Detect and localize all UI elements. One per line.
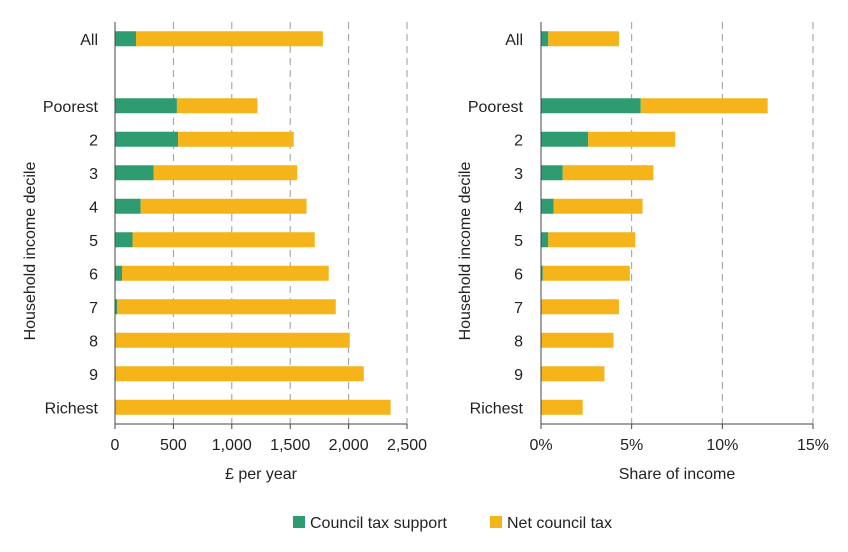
bar-council-tax-support [115,31,137,47]
x-tick-label: 0% [529,437,552,454]
bar-net-council-tax [548,31,619,47]
bar-net-council-tax [136,31,323,47]
bar-council-tax-support [115,198,141,214]
bar-council-tax-support [541,198,554,214]
x-axis-title: Share of income [619,466,736,483]
category-label: 2 [514,132,523,149]
y-axis-title: Household income decile [457,162,474,341]
bar-net-council-tax [588,131,676,147]
bar-council-tax-support [541,98,641,114]
bar-net-council-tax [640,98,768,114]
legend-swatch-net [490,516,502,528]
x-tick-label: 15% [797,437,829,454]
bar-net-council-tax [178,131,294,147]
category-label: 9 [514,367,523,384]
legend-label-net: Net council tax [507,515,612,532]
bar-council-tax-support [115,165,154,181]
x-tick-label: 2,000 [329,437,369,454]
category-label: 6 [514,266,523,283]
bar-council-tax-support [541,31,549,47]
category-label: All [505,32,523,49]
category-label: Richest [470,400,524,417]
bar-council-tax-support [115,299,118,315]
category-label: 4 [89,199,98,216]
x-tick-label: 5% [620,437,643,454]
category-label: All [80,32,98,49]
x-tick-label: 2,500 [387,437,427,454]
bar-net-council-tax [562,165,654,181]
category-label: Richest [45,400,99,417]
x-axis-title: £ per year [225,466,298,483]
category-label: 5 [514,233,523,250]
x-tick-label: 1,500 [270,437,310,454]
bar-council-tax-support [115,98,177,114]
bar-net-council-tax [140,198,307,214]
bar-net-council-tax [541,299,619,315]
category-label: 9 [89,367,98,384]
bar-council-tax-support [541,131,589,147]
category-label: 6 [89,266,98,283]
bar-net-council-tax [153,165,298,181]
bar-net-council-tax [115,399,391,415]
bar-net-council-tax [553,198,643,214]
category-label: Poorest [468,99,524,116]
bar-net-council-tax [541,399,583,415]
x-tick-label: 10% [706,437,738,454]
category-label: Poorest [43,99,99,116]
bar-council-tax-support [541,265,543,281]
bar-net-council-tax [542,265,630,281]
panel-pounds-per-year: 0 500 1,000 1,500 2,000 2,500 All Poorest 2 3 4 5 6 7… [22,22,427,483]
bar-net-council-tax [115,366,364,382]
category-label: 3 [89,166,98,183]
bar-net-council-tax [117,299,336,315]
legend-swatch-support [293,516,305,528]
bar-net-council-tax [122,265,329,281]
bar-council-tax-support [115,232,133,248]
bar-net-council-tax [115,332,350,348]
bar-net-council-tax [548,232,636,248]
category-label: 8 [89,333,98,350]
bar-council-tax-support [541,165,563,181]
x-tick-label: 1,000 [212,437,252,454]
bar-net-council-tax [132,232,315,248]
x-tick-label: 500 [160,437,187,454]
category-label: 7 [514,300,523,317]
category-label: 7 [89,300,98,317]
category-label: 8 [514,333,523,350]
legend-label-support: Council tax support [310,515,448,532]
bar-council-tax-support [541,232,549,248]
category-label: 3 [514,166,523,183]
bar-net-council-tax [541,366,605,382]
bar-council-tax-support [115,265,123,281]
bar-net-council-tax [176,98,258,114]
category-label: 5 [89,233,98,250]
bar-net-council-tax [541,332,614,348]
x-tick-label: 0 [111,437,120,454]
category-label: 2 [89,132,98,149]
category-label: 4 [514,199,523,216]
y-axis-title: Household income decile [22,162,39,341]
legend: Council tax support Net council tax [293,515,612,532]
bar-council-tax-support [115,131,179,147]
panel-share-of-income: 0% 5% 10% 15% All Poorest 2 3 4 5 6 7 8 9 Richest Share… [457,22,829,483]
